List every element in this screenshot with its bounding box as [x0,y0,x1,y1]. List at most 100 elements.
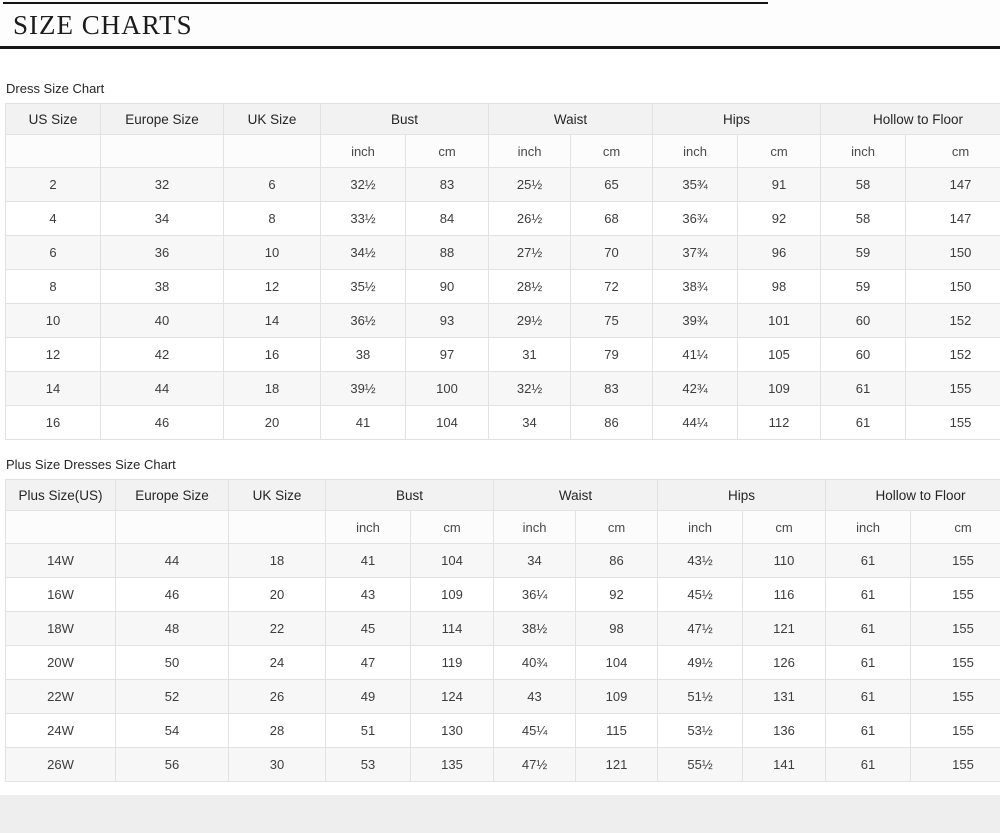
table-cell: 26½ [488,201,572,236]
table-cell: 22 [228,611,326,646]
table-cell: 33½ [320,201,406,236]
table-cell: 47½ [493,747,577,782]
table-cell: 83 [404,167,490,202]
table-cell: 155 [910,577,1000,612]
table-cell: 46 [100,405,224,440]
table-cell: 155 [910,611,1000,646]
table-cell: 59 [820,235,907,270]
table-cell: 147 [905,167,1000,202]
table-cell: 96 [737,235,822,270]
column-header-hips: Hips [657,479,827,511]
plus-size-table: Plus Size(US) Europe Size UK Size Bust W… [5,479,1000,782]
table-cell: 61 [825,679,912,714]
table-cell: 34 [493,543,577,578]
table-cell: 38 [320,337,406,372]
table-row: 4 34 8 33½ 84 26½ 68 36¾ 92 58 147 [5,201,1000,236]
table-cell: 98 [737,269,822,304]
table-cell: 110 [742,543,827,578]
table-cell: 40¾ [493,645,577,680]
table-cell: 60 [820,337,907,372]
table-row: 8 38 12 35½ 90 28½ 72 38¾ 98 59 150 [5,269,1000,304]
table-cell: 42¾ [652,371,739,406]
table-cell: 25½ [488,167,572,202]
table-cell: 51½ [657,679,744,714]
unit-label-inch: inch [825,510,912,544]
table-cell: 54 [115,713,229,748]
table-cell: 20 [228,577,326,612]
unit-label-cm: cm [409,510,495,544]
table-cell: 68 [570,201,654,236]
table-cell: 39½ [320,371,406,406]
table-cell: 38½ [493,611,577,646]
table-cell: 45½ [657,577,744,612]
table-cell: 45¼ [493,713,577,748]
column-header-waist: Waist [493,479,659,511]
table-cell: 155 [910,645,1000,680]
table-cell: 26W [5,747,116,782]
table-cell: 155 [910,713,1000,748]
unit-label-cm: cm [905,134,1000,168]
table-cell: 39¾ [652,303,739,338]
table-cell: 46 [115,577,229,612]
table-cell: 75 [570,303,654,338]
table-cell: 60 [820,303,907,338]
table-cell: 61 [825,543,912,578]
table-cell: 12 [223,269,321,304]
table-cell: 38 [100,269,224,304]
table-cell: 36½ [320,303,406,338]
table-cell: 28 [228,713,326,748]
table-cell: 109 [737,371,822,406]
table-cell: 83 [570,371,654,406]
table-cell: 34½ [320,235,406,270]
table-cell: 121 [742,611,827,646]
table-cell: 42 [100,337,224,372]
empty-cell [5,134,101,168]
unit-label-inch: inch [657,510,744,544]
table-cell: 147 [905,201,1000,236]
table-cell: 98 [575,611,659,646]
unit-label-cm: cm [742,510,827,544]
table-cell: 37¾ [652,235,739,270]
table-row: 24W 54 28 51 130 45¼ 115 53½ 136 61 155 [5,713,1000,748]
table-cell: 35¾ [652,167,739,202]
table-cell: 47½ [657,611,744,646]
table-cell: 36¾ [652,201,739,236]
table-row: 10 40 14 36½ 93 29½ 75 39¾ 101 60 152 [5,303,1000,338]
column-header-us-size: US Size [5,103,101,135]
table-cell: 131 [742,679,827,714]
table-cell: 45 [325,611,411,646]
table-cell: 47 [325,645,411,680]
unit-label-cm: cm [737,134,822,168]
table-cell: 14 [5,371,101,406]
table-cell: 31 [488,337,572,372]
table-cell: 109 [575,679,659,714]
column-header-plus-size-us: Plus Size(US) [5,479,116,511]
table-cell: 135 [409,747,495,782]
table-cell: 61 [825,747,912,782]
page-title: SIZE CHARTS [13,10,193,40]
table-cell: 136 [742,713,827,748]
table-cell: 41 [320,405,406,440]
table-cell: 28½ [488,269,572,304]
table-row: 20W 50 24 47 119 40¾ 104 49½ 126 61 155 [5,645,1000,680]
bottom-gray-band [0,795,1000,833]
table-cell: 18 [223,371,321,406]
table-row: 18W 48 22 45 114 38½ 98 47½ 121 61 155 [5,611,1000,646]
table-cell: 12 [5,337,101,372]
unit-label-cm: cm [570,134,654,168]
header-row: Plus Size(US) Europe Size UK Size Bust W… [5,479,1000,511]
table-cell: 32½ [488,371,572,406]
table-cell: 92 [737,201,822,236]
table-cell: 150 [905,269,1000,304]
table-cell: 124 [409,679,495,714]
table-cell: 104 [409,543,495,578]
table-cell: 26 [228,679,326,714]
table-cell: 18W [5,611,116,646]
unit-label-inch: inch [320,134,406,168]
unit-label-cm: cm [575,510,659,544]
table-cell: 65 [570,167,654,202]
unit-label-inch: inch [652,134,739,168]
unit-label-inch: inch [820,134,907,168]
table-cell: 16W [5,577,116,612]
units-row: inch cm inch cm inch cm inch cm [5,510,1000,544]
